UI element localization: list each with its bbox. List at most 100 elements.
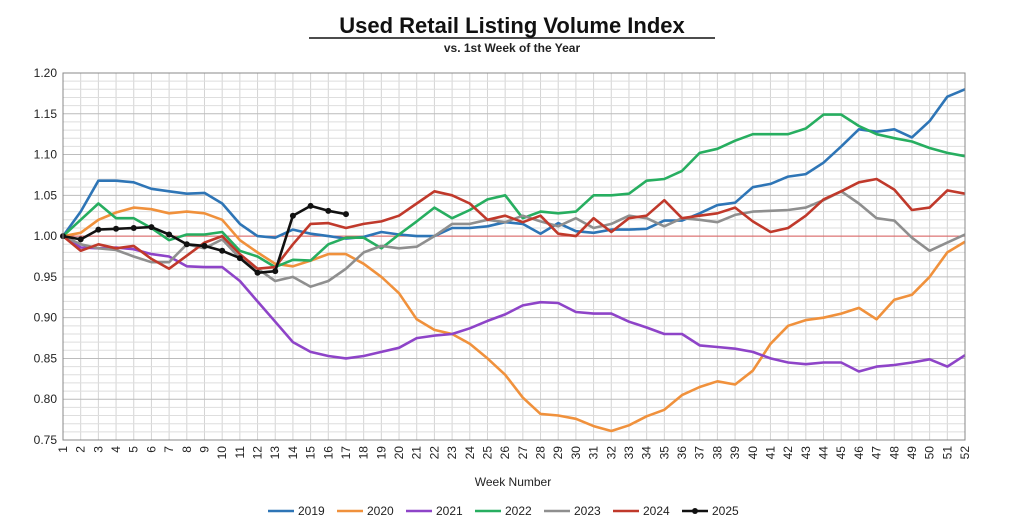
x-tick-label: 42	[781, 446, 795, 460]
x-tick-label: 49	[905, 446, 919, 460]
x-tick-label: 24	[463, 446, 477, 460]
data-point	[219, 247, 226, 254]
x-tick-label: 10	[215, 446, 229, 460]
series-line-2020	[62, 206, 966, 433]
x-tick-label: 47	[870, 446, 884, 460]
data-point	[166, 231, 173, 238]
data-point	[77, 236, 84, 243]
y-tick-label: 1.10	[34, 148, 58, 162]
x-tick-label: 29	[551, 446, 565, 460]
y-tick-label: 0.85	[34, 351, 58, 365]
x-tick-label: 35	[657, 446, 671, 460]
series	[60, 88, 966, 433]
x-tick-label: 25	[480, 446, 494, 460]
x-tick-label: 2	[74, 446, 88, 453]
legend-label: 2024	[643, 504, 670, 518]
data-point	[325, 207, 332, 214]
x-tick-label: 16	[321, 446, 335, 460]
data-point	[272, 268, 279, 275]
data-point	[130, 224, 137, 231]
x-tick-label: 12	[251, 446, 265, 460]
x-tick-label: 14	[286, 446, 300, 460]
x-tick-label: 46	[852, 446, 866, 460]
x-tick-label: 40	[746, 446, 760, 460]
series-line-2019	[61, 88, 966, 240]
legend-item-2019: 2019	[268, 504, 325, 518]
x-tick-label: 34	[640, 446, 654, 460]
x-axis-label: Week Number	[475, 475, 551, 489]
x-tick-label: 50	[923, 446, 937, 460]
legend-label: 2022	[505, 504, 532, 518]
x-tick-label: 28	[534, 446, 548, 460]
x-tick-label: 45	[834, 446, 848, 460]
legend-label: 2025	[712, 504, 739, 518]
legend-label: 2019	[298, 504, 325, 518]
legend-item-2022: 2022	[475, 504, 532, 518]
y-tick-label: 1.20	[34, 66, 58, 80]
y-tick-label: 1.05	[34, 188, 58, 202]
legend-item-2020: 2020	[337, 504, 394, 518]
x-tick-label: 38	[710, 446, 724, 460]
x-tick-label: 8	[180, 446, 194, 453]
legend: 2019 2020 2021 2022 2023 2024 2025	[268, 504, 739, 518]
series-2021	[62, 235, 966, 373]
chart-title: Used Retail Listing Volume Index	[339, 13, 685, 38]
y-tick-label: 1.00	[34, 229, 58, 243]
y-tick-label: 0.95	[34, 270, 58, 284]
x-tick-label: 27	[516, 446, 530, 460]
legend-label: 2023	[574, 504, 601, 518]
x-tick-label: 11	[233, 446, 247, 459]
x-tick-label: 44	[817, 446, 831, 460]
x-tick-label: 26	[498, 446, 512, 460]
data-point	[342, 211, 349, 218]
x-tick-label: 21	[410, 446, 424, 460]
x-tick-label: 41	[763, 446, 777, 460]
data-point	[289, 212, 296, 219]
legend-label: 2020	[367, 504, 394, 518]
x-tick-label: 18	[357, 446, 371, 460]
chart-subtitle: vs. 1st Week of the Year	[444, 41, 581, 55]
y-axis-ticks: 0.75 0.80 0.85 0.90 0.95 1.00 1.05 1.10 1.15 1.20	[34, 66, 58, 447]
y-tick-label: 0.90	[34, 311, 58, 325]
series-line-2021	[62, 235, 966, 373]
legend-marker	[692, 508, 698, 514]
x-tick-label: 43	[799, 446, 813, 460]
x-tick-label: 52	[958, 446, 972, 460]
x-tick-label: 48	[887, 446, 901, 460]
x-tick-label: 20	[392, 446, 406, 460]
x-tick-label: 7	[162, 446, 176, 453]
data-point	[236, 255, 243, 262]
x-tick-label: 33	[622, 446, 636, 460]
data-point	[148, 224, 155, 231]
series-2019	[61, 88, 966, 240]
x-axis-ticks: 1 2 3 4 5 6 7 8 9 10 11 12 13 14 15 16 17 18 19 20 21 22 23 24 2…	[56, 446, 972, 460]
x-tick-label: 9	[197, 446, 211, 453]
data-point	[307, 202, 314, 209]
legend-item-2023: 2023	[544, 504, 601, 518]
y-tick-label: 0.75	[34, 433, 58, 447]
series-2020	[62, 206, 966, 433]
x-tick-label: 3	[91, 446, 105, 453]
x-tick-label: 30	[569, 446, 583, 460]
x-tick-label: 39	[728, 446, 742, 460]
series-2024	[62, 177, 966, 271]
y-tick-label: 1.15	[34, 107, 58, 121]
series-2022	[62, 113, 966, 269]
x-tick-label: 37	[693, 446, 707, 460]
legend-item-2021: 2021	[406, 504, 463, 518]
x-tick-label: 51	[940, 446, 954, 460]
x-tick-label: 36	[675, 446, 689, 460]
x-tick-label: 31	[587, 446, 601, 460]
series-line-2022	[62, 113, 966, 269]
data-point	[201, 242, 208, 249]
data-point	[113, 225, 120, 232]
series-2025	[60, 202, 349, 276]
data-point	[254, 269, 261, 276]
plot-border	[62, 72, 966, 441]
x-tick-label: 15	[304, 446, 318, 460]
x-tick-label: 1	[56, 446, 70, 453]
legend-item-2025: 2025	[682, 504, 739, 518]
x-tick-label: 32	[604, 446, 618, 460]
x-tick-label: 23	[445, 446, 459, 460]
